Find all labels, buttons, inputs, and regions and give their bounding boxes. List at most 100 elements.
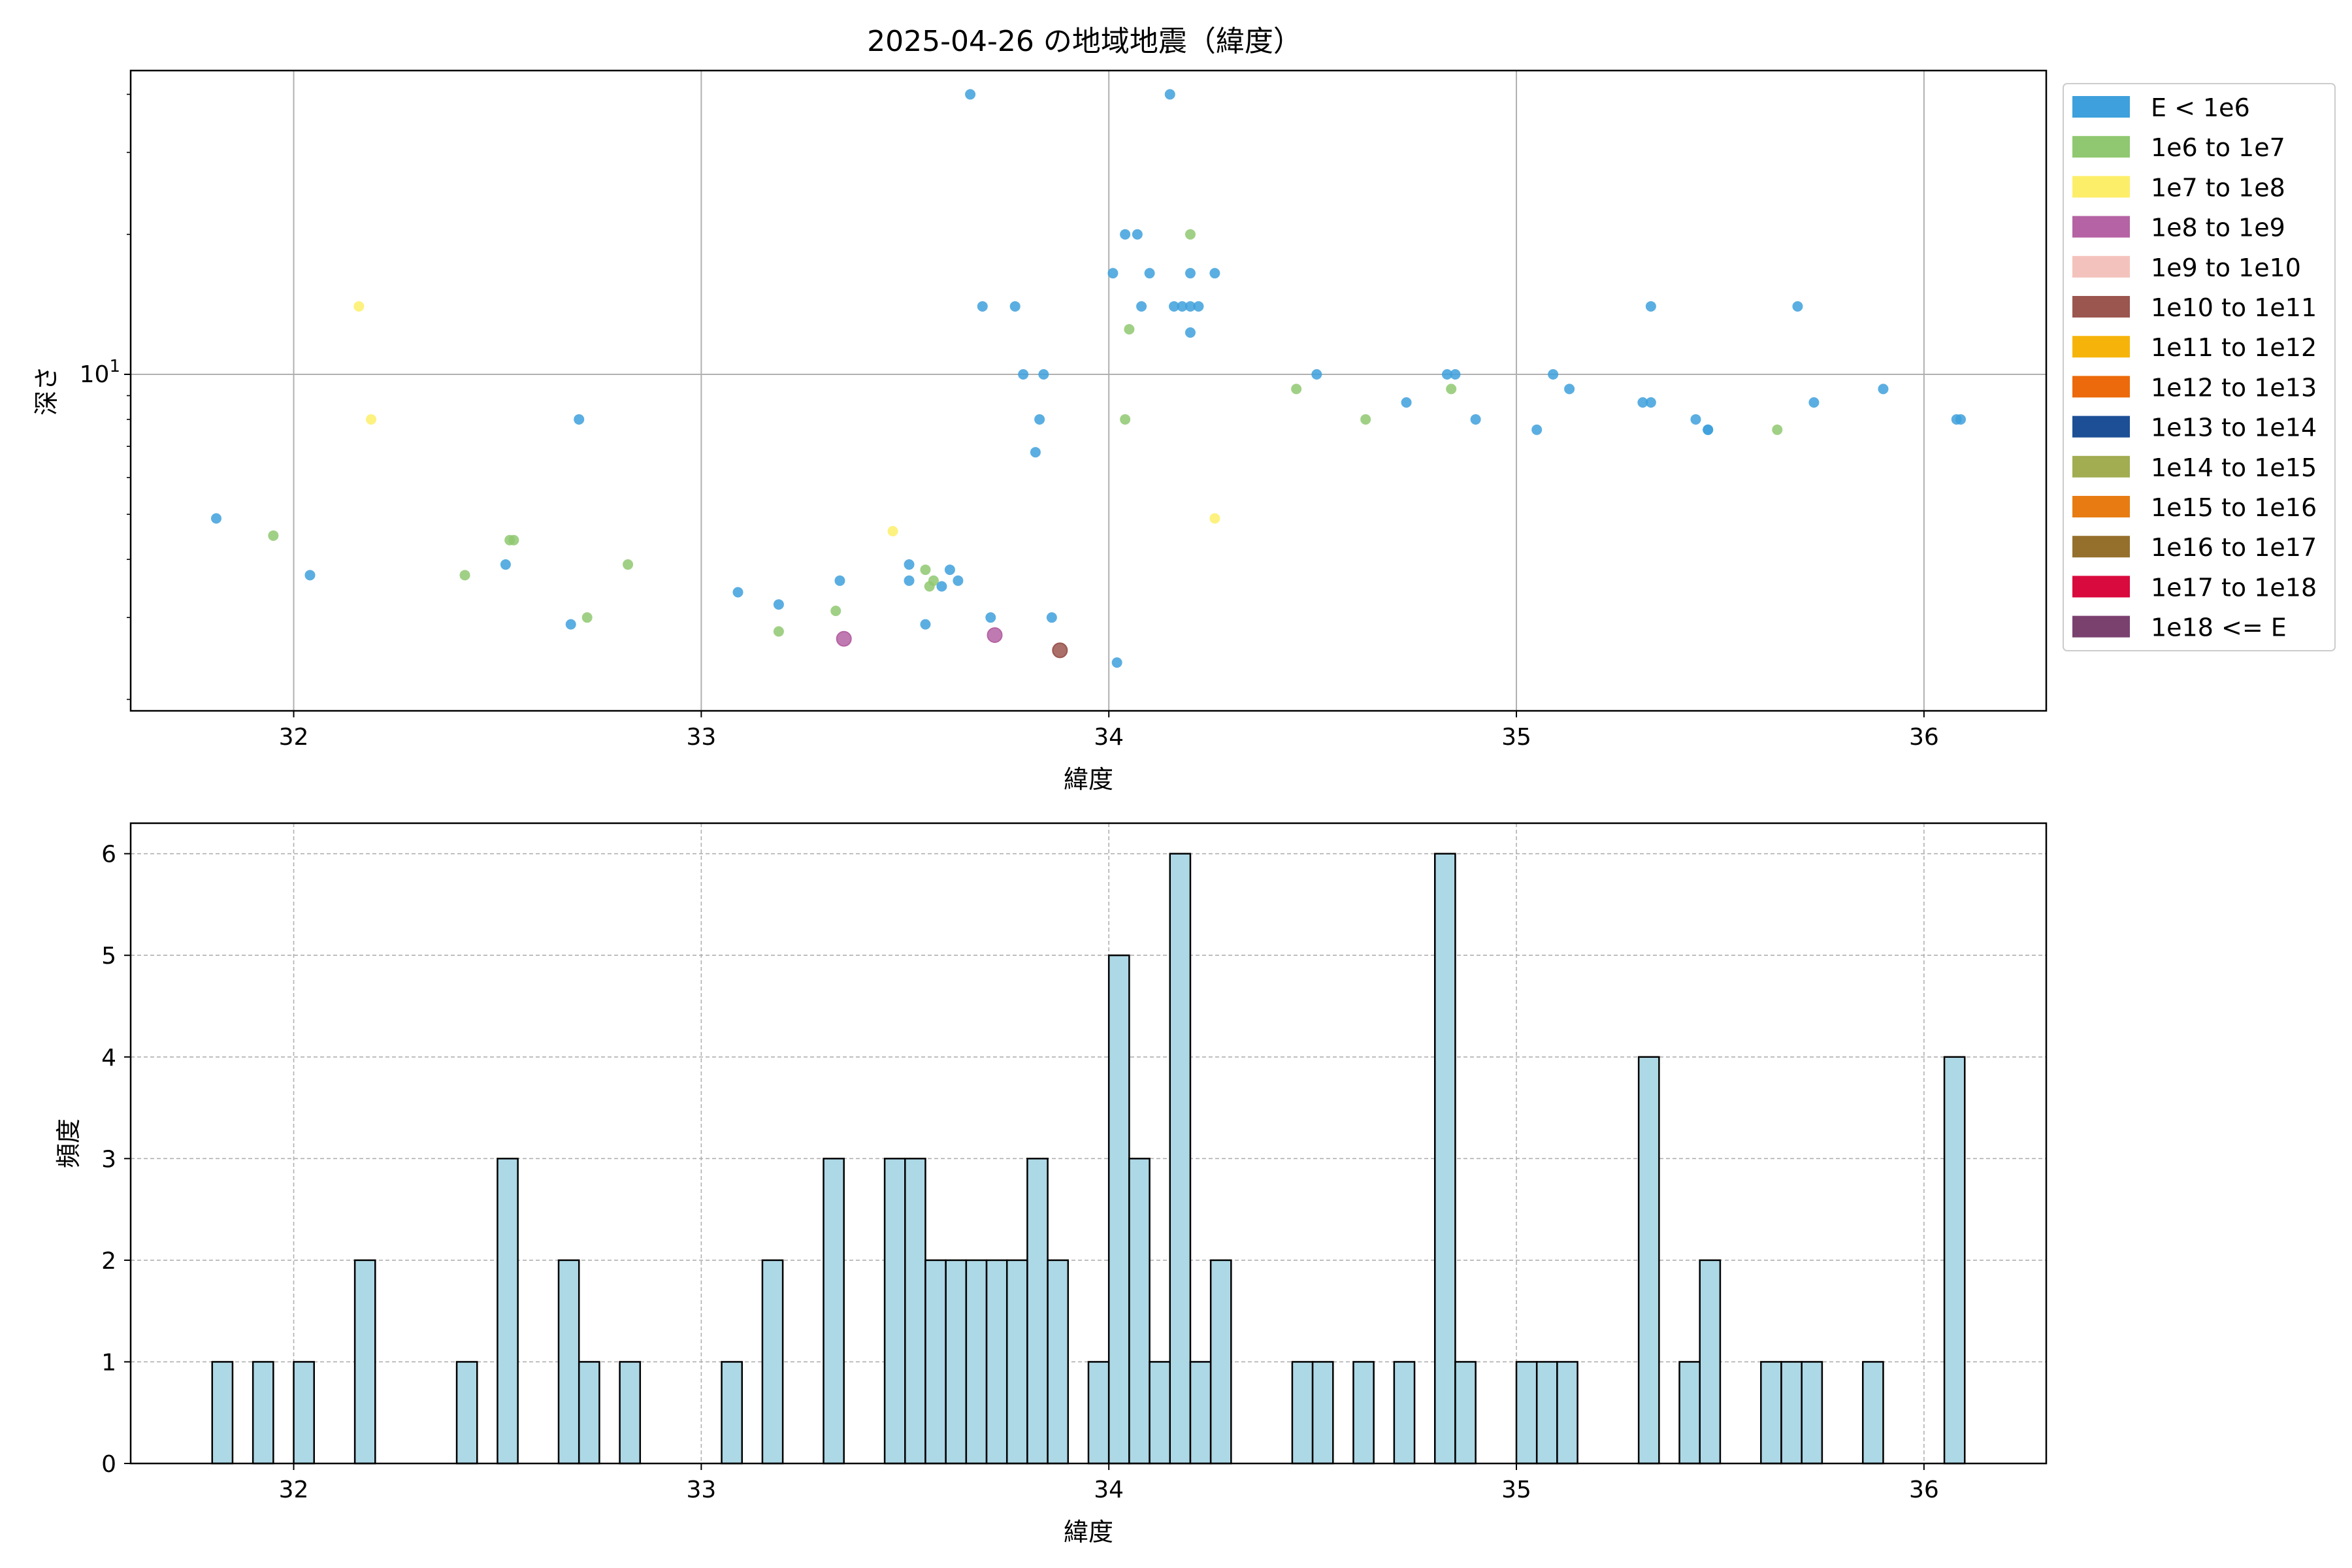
- scatter-point: [985, 612, 996, 623]
- scatter-point: [987, 627, 1003, 644]
- histogram-bar: [1780, 1361, 1803, 1465]
- histogram-x-tick-label: 35: [1501, 1477, 1531, 1503]
- scatter-point: [1018, 368, 1029, 380]
- scatter-point: [953, 575, 964, 586]
- scatter-points: [211, 89, 1966, 668]
- histogram-bar: [1515, 1361, 1538, 1465]
- legend-swatch: [2072, 536, 2130, 558]
- histogram-x-tick-label: 34: [1094, 1477, 1124, 1503]
- scatter-point: [1645, 397, 1656, 408]
- histogram-bar: [823, 1158, 845, 1465]
- histogram-bar: [1352, 1361, 1375, 1465]
- histogram-gridlines: [131, 823, 2046, 1464]
- scatter-point: [834, 575, 845, 586]
- scatter-point: [1120, 414, 1131, 425]
- scatter-point: [936, 581, 947, 592]
- histogram-bar: [1026, 1158, 1049, 1465]
- histogram-bar: [985, 1259, 1008, 1465]
- legend-label: 1e7 to 1e8: [2151, 173, 2285, 202]
- histogram-bar: [353, 1259, 376, 1465]
- histogram-bar: [1556, 1361, 1578, 1465]
- histogram-bar: [619, 1361, 642, 1465]
- legend-label: 1e17 to 1e18: [2151, 573, 2317, 602]
- scatter-point: [1184, 268, 1196, 279]
- scatter-point: [1034, 414, 1045, 425]
- scatter-point: [1107, 268, 1119, 279]
- scatter-point: [574, 414, 585, 425]
- scatter-x-tick-label: 34: [1094, 724, 1124, 751]
- histogram-bar: [293, 1361, 315, 1465]
- histogram-y-tick-label: 5: [101, 943, 116, 970]
- scatter-chart: 2025-04-26 の地域地震（緯度） 32 33 34 35 36 101 緯度 深…: [32, 25, 2336, 794]
- histogram-bar: [1311, 1361, 1334, 1465]
- scatter-point: [366, 414, 377, 425]
- scatter-x-tick-label: 36: [1909, 724, 1939, 751]
- scatter-point: [1111, 657, 1122, 668]
- scatter-point: [920, 619, 931, 630]
- legend-label: 1e18 <= E: [2151, 613, 2287, 642]
- scatter-point: [1955, 414, 1966, 425]
- legend-swatch: [2072, 96, 2130, 118]
- scatter-point: [1184, 301, 1196, 312]
- histogram-bar: [1107, 954, 1130, 1465]
- histogram-bar: [1801, 1361, 1823, 1465]
- histogram-bar: [1047, 1259, 1070, 1465]
- scatter-gridlines: [131, 71, 2046, 711]
- histogram-bar: [455, 1361, 478, 1465]
- legend-swatch: [2072, 496, 2130, 517]
- scatter-point: [1531, 424, 1543, 435]
- scatter-point: [1009, 301, 1021, 312]
- scatter-x-ticks: 32 33 34 35 36: [279, 711, 1939, 751]
- scatter-point: [304, 570, 316, 581]
- scatter-point: [268, 530, 279, 541]
- scatter-point: [1690, 414, 1701, 425]
- histogram-bars: [211, 853, 1966, 1465]
- histogram-y-tick-label: 4: [101, 1045, 116, 1071]
- scatter-point: [581, 612, 593, 623]
- scatter-point: [1193, 301, 1204, 312]
- histogram-bar: [1943, 1056, 1966, 1465]
- legend-swatch: [2072, 576, 2130, 598]
- scatter-point: [1878, 384, 1889, 395]
- histogram-bar: [497, 1158, 519, 1465]
- histogram-x-tick-label: 33: [686, 1477, 716, 1503]
- histogram-bar: [965, 1259, 988, 1465]
- histogram-bar: [1760, 1361, 1782, 1465]
- scatter-point: [1046, 612, 1057, 623]
- legend-label: 1e15 to 1e16: [2151, 493, 2317, 522]
- scatter-point: [1169, 301, 1180, 312]
- legend-swatch: [2072, 416, 2130, 438]
- histogram-bar: [1149, 1361, 1171, 1465]
- scatter-point: [459, 570, 470, 581]
- histogram-bar: [1087, 1361, 1110, 1465]
- histogram-bar: [1862, 1361, 1884, 1465]
- legend-label: 1e14 to 1e15: [2151, 453, 2317, 482]
- scatter-point: [928, 575, 939, 586]
- histogram-bar: [1637, 1056, 1660, 1465]
- scatter-point: [732, 587, 743, 598]
- legend: E < 1e6 1e6 to 1e7 1e7 to 1e8 1e8 to 1e9 1e9…: [2063, 83, 2336, 651]
- histogram-bar: [1209, 1259, 1232, 1465]
- histogram-bar: [945, 1259, 968, 1465]
- scatter-point: [904, 575, 915, 586]
- scatter-point: [1209, 268, 1220, 279]
- legend-swatch: [2072, 615, 2130, 638]
- histogram-bar: [1128, 1158, 1151, 1465]
- scatter-point: [1703, 424, 1714, 435]
- scatter-point: [1184, 229, 1196, 240]
- histogram-bar: [883, 1158, 906, 1465]
- scatter-point: [1637, 397, 1648, 408]
- histogram-y-ticks: 0 1 2 3 4 5 6: [101, 841, 131, 1478]
- histogram-bar: [721, 1361, 743, 1465]
- scatter-x-tick-label: 33: [686, 724, 716, 751]
- scatter-point: [1470, 414, 1481, 425]
- scatter-point: [977, 301, 988, 312]
- scatter-point: [565, 619, 576, 630]
- histogram-y-tick-label: 2: [101, 1248, 116, 1275]
- scatter-point: [773, 626, 784, 637]
- scatter-point: [508, 534, 519, 546]
- histogram-bar: [1535, 1361, 1558, 1465]
- scatter-point: [773, 599, 784, 610]
